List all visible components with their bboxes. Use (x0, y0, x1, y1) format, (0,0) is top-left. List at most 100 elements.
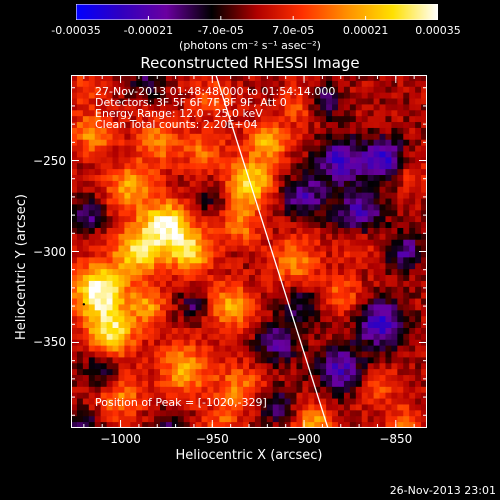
heatmap-cell (207, 157, 214, 164)
heatmap-cell (130, 122, 137, 129)
heatmap-cell (338, 298, 345, 305)
heatmap-cell (373, 163, 380, 170)
heatmap-cell (320, 404, 327, 411)
heatmap-cell (124, 186, 131, 194)
heatmap-cell (266, 127, 274, 135)
heatmap-cell (379, 245, 386, 252)
heatmap-cell (118, 104, 125, 111)
heatmap-cell (391, 80, 398, 88)
heatmap-cell (231, 192, 238, 199)
heatmap-cell (88, 410, 96, 417)
heatmap-cell (421, 227, 427, 235)
heatmap-cell (349, 327, 357, 335)
heatmap-cell (130, 75, 137, 82)
heatmap-cell (189, 322, 196, 329)
heatmap-cell (237, 351, 244, 358)
heatmap-cell (290, 192, 297, 199)
heatmap-cell (349, 116, 357, 123)
heatmap-cell (88, 380, 96, 388)
heatmap-cell (183, 210, 191, 217)
heatmap-cell (171, 410, 179, 417)
heatmap-cell (260, 369, 268, 376)
heatmap-cell (332, 375, 339, 382)
heatmap-cell (177, 286, 185, 294)
heatmap-cell (124, 369, 131, 376)
heatmap-cell (260, 110, 268, 117)
heatmap-cell (243, 198, 250, 205)
heatmap-cell (284, 351, 291, 358)
heatmap-cell (296, 422, 303, 428)
heatmap-cell (243, 157, 250, 164)
heatmap-cell (177, 122, 185, 129)
heatmap-cell (82, 286, 90, 294)
heatmap-cell (183, 422, 191, 428)
heatmap-cell (308, 257, 315, 264)
heatmap-cell (183, 145, 191, 152)
heatmap-cell (260, 92, 268, 99)
heatmap-cell (231, 227, 238, 235)
heatmap-cell (195, 327, 202, 335)
heatmap-cell (112, 98, 119, 105)
heatmap-cell (177, 92, 185, 99)
heatmap-cell (391, 198, 398, 205)
heatmap-cell (231, 380, 238, 388)
heatmap-cell (343, 204, 351, 211)
heatmap-cell (136, 186, 143, 194)
heatmap-cell (421, 127, 427, 135)
heatmap-cell (332, 216, 339, 223)
heatmap-cell (415, 175, 422, 182)
heatmap-cell (260, 116, 268, 123)
heatmap-cell (349, 310, 357, 317)
heatmap-cell (154, 245, 161, 252)
heatmap-cell (231, 392, 238, 399)
heatmap-cell (355, 292, 363, 299)
heatmap-cell (349, 369, 357, 376)
heatmap-cell (403, 186, 410, 194)
heatmap-cell (88, 186, 96, 194)
heatmap-cell (130, 369, 137, 376)
heatmap-cell (320, 269, 327, 276)
heatmap-cell (148, 75, 155, 82)
heatmap-cell (379, 333, 386, 341)
heatmap-cell (213, 404, 220, 411)
heatmap-cell (237, 186, 244, 194)
heatmap-cell (403, 204, 410, 211)
heatmap-cell (177, 363, 185, 370)
heatmap-cell (112, 369, 119, 376)
heatmap-cell (296, 157, 303, 164)
heatmap-cell (272, 410, 280, 417)
heatmap-cell (361, 386, 369, 394)
heatmap-cell (403, 169, 410, 176)
heatmap-cell (320, 122, 327, 129)
heatmap-cell (225, 286, 232, 294)
heatmap-cell (302, 198, 309, 205)
heatmap-cell (189, 310, 196, 317)
heatmap-cell (237, 357, 244, 364)
heatmap-cell (183, 386, 191, 394)
heatmap-cell (314, 357, 321, 364)
heatmap-cell (373, 133, 380, 141)
heatmap-cell (349, 269, 357, 276)
heatmap-cell (355, 151, 363, 158)
heatmap-cell (266, 339, 274, 347)
heatmap-cell (326, 410, 333, 417)
heatmap-cell (272, 75, 280, 82)
heatmap-cell (296, 322, 303, 329)
heatmap-cell (343, 239, 351, 247)
heatmap-cell (88, 345, 96, 352)
heatmap-cell (314, 386, 321, 394)
heatmap-cell (195, 204, 202, 211)
heatmap-cell (177, 104, 185, 111)
heatmap-cell (100, 75, 107, 82)
heatmap-cell (219, 75, 226, 82)
heatmap-cell (379, 169, 386, 176)
heatmap-cell (130, 104, 137, 111)
heatmap-cell (397, 233, 404, 241)
heatmap-cell (308, 380, 315, 388)
heatmap-cell (177, 251, 185, 258)
heatmap-cell (142, 163, 149, 170)
heatmap-cell (225, 180, 232, 188)
heatmap-cell (284, 380, 291, 388)
heatmap-cell (118, 380, 125, 388)
heatmap-cell (100, 357, 107, 364)
